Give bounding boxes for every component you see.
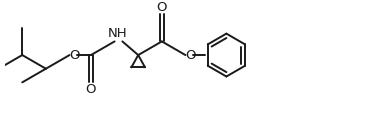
Text: O: O <box>86 83 96 96</box>
Text: NH: NH <box>108 27 127 40</box>
Text: O: O <box>69 49 80 62</box>
Text: O: O <box>157 1 167 14</box>
Text: O: O <box>185 49 196 62</box>
